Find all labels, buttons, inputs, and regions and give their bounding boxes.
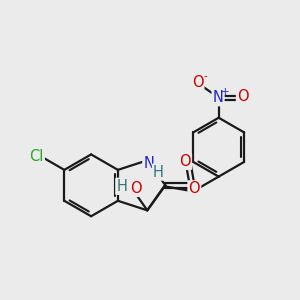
Text: -: -: [204, 71, 208, 82]
Text: +: +: [221, 87, 230, 97]
Text: N: N: [213, 90, 224, 105]
Text: O: O: [237, 89, 249, 104]
Text: O: O: [188, 182, 200, 196]
Text: O: O: [179, 154, 191, 169]
Text: N: N: [143, 156, 154, 171]
Text: Cl: Cl: [29, 149, 44, 164]
Text: H: H: [116, 179, 127, 194]
Text: O: O: [192, 76, 203, 91]
Text: H: H: [153, 165, 164, 180]
Text: O: O: [130, 181, 142, 196]
